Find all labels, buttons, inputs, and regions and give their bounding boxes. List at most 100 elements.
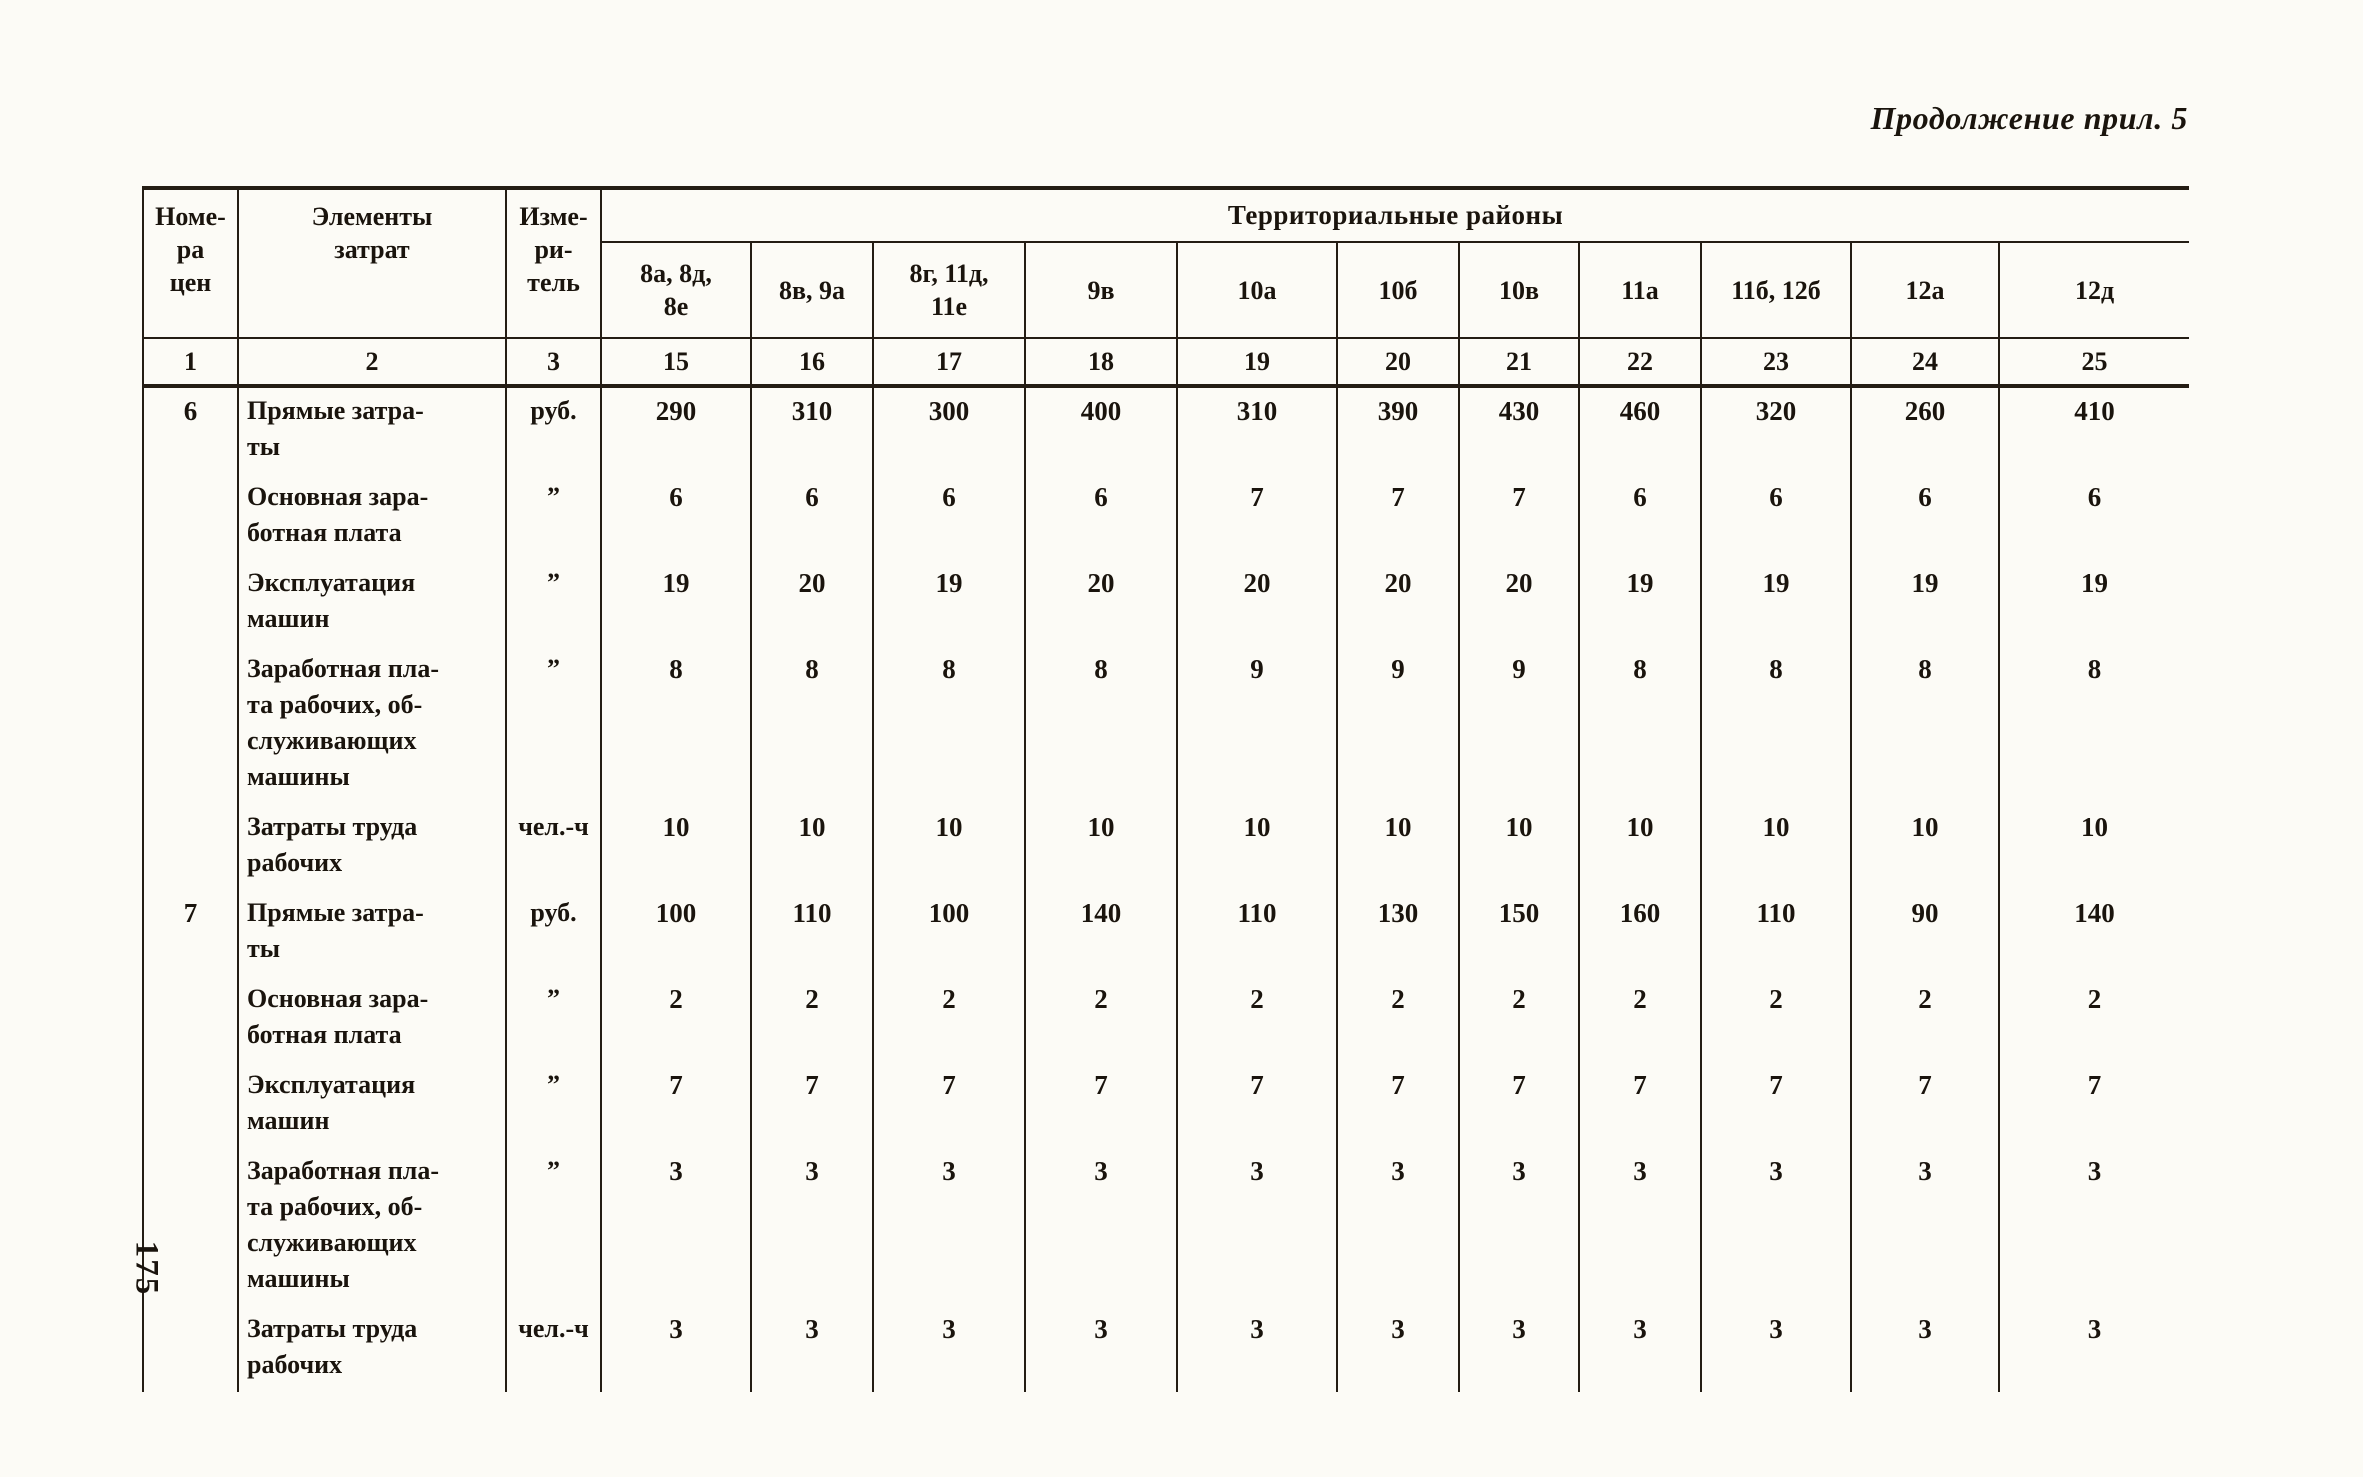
value-cell: 8 xyxy=(1850,646,2000,804)
value-cell: 3 xyxy=(600,1306,752,1392)
district-col-header: 10в xyxy=(1458,242,1580,339)
value-cell: 10 xyxy=(600,804,752,890)
value-cell: 10 xyxy=(1458,804,1580,890)
value-cell: 3 xyxy=(1336,1148,1460,1306)
value-cell: 7 xyxy=(1336,1062,1460,1148)
header-territorial-districts: Территориальные районы xyxy=(599,188,2190,243)
value-cell: 2 xyxy=(872,976,1026,1062)
value-cell: 8 xyxy=(1578,646,1702,804)
table-row: Основная зара- ботная плата” 6 6 6 6 7 7 7 6 6 6 6 xyxy=(142,474,2190,560)
page-number: 175 xyxy=(128,1240,165,1297)
cost-element-cell: Затраты труда рабочих xyxy=(237,1306,507,1392)
table-row: 7 Прямые затра- ты руб. 100 110 100 140 110 130 1… xyxy=(142,890,2190,976)
column-index: 21 xyxy=(1458,338,1580,388)
value-cell: 2 xyxy=(1850,976,2000,1062)
value-cell: 20 xyxy=(1458,560,1580,646)
value-cell: 19 xyxy=(1850,560,2000,646)
value-cell: 19 xyxy=(872,560,1026,646)
unit-cell: ” xyxy=(505,474,602,560)
value-cell: 2 xyxy=(1578,976,1702,1062)
value-cell: 7 xyxy=(1024,1062,1178,1148)
value-cell: 390 xyxy=(1336,386,1460,474)
value-cell: 8 xyxy=(750,646,874,804)
value-cell: 430 xyxy=(1458,386,1580,474)
cost-element-cell: Основная зара- ботная плата xyxy=(237,976,507,1062)
table-body: 6 Прямые затра- ты руб. 290 310 300 400 310 390 4… xyxy=(142,386,2190,1392)
value-cell: 3 xyxy=(872,1148,1026,1306)
price-number-cell xyxy=(142,1306,239,1392)
value-cell: 3 xyxy=(1850,1148,2000,1306)
unit-cell: чел.-ч xyxy=(505,1306,602,1392)
value-cell: 20 xyxy=(1176,560,1338,646)
unit-cell: ” xyxy=(505,1148,602,1306)
district-col-header: 8в, 9а xyxy=(750,242,874,339)
value-cell: 2 xyxy=(1458,976,1580,1062)
value-cell: 7 xyxy=(600,1062,752,1148)
value-cell: 110 xyxy=(1700,890,1852,976)
value-cell: 3 xyxy=(1176,1306,1338,1392)
value-cell: 10 xyxy=(750,804,874,890)
value-cell: 110 xyxy=(1176,890,1338,976)
column-index: 15 xyxy=(600,338,752,388)
value-cell: 7 xyxy=(1336,474,1460,560)
value-cell: 3 xyxy=(1997,1306,2190,1392)
value-cell: 7 xyxy=(1850,1062,2000,1148)
value-cell: 8 xyxy=(1024,646,1178,804)
value-cell: 19 xyxy=(1578,560,1702,646)
header-cost-elements: Элементы затрат xyxy=(237,188,507,339)
value-cell: 10 xyxy=(1700,804,1852,890)
header-price-numbers: Номе- ра цен xyxy=(142,188,239,339)
value-cell: 20 xyxy=(1024,560,1178,646)
cost-element-cell: Заработная пла- та рабочих, об- служиваю… xyxy=(237,646,507,804)
unit-cell: ” xyxy=(505,976,602,1062)
unit-cell: руб. xyxy=(505,890,602,976)
value-cell: 10 xyxy=(1336,804,1460,890)
column-index: 3 xyxy=(505,338,602,388)
header-row-column-indices: 1 2 3 15 16 17 18 19 20 21 22 23 24 25 xyxy=(142,338,2190,388)
cost-element-cell: Эксплуатация машин xyxy=(237,1062,507,1148)
value-cell: 8 xyxy=(1997,646,2190,804)
value-cell: 19 xyxy=(1700,560,1852,646)
column-index: 19 xyxy=(1176,338,1338,388)
value-cell: 7 xyxy=(1997,1062,2190,1148)
value-cell: 6 xyxy=(600,474,752,560)
continuation-caption: Продолжение прил. 5 xyxy=(1870,100,2188,136)
table-header: Номе- ра цен Элементы затрат Изме- ри- т… xyxy=(142,188,2190,388)
value-cell: 10 xyxy=(872,804,1026,890)
header-unit-of-measure: Изме- ри- тель xyxy=(505,188,602,339)
header-row-districts: 8а, 8д, 8е 8в, 9а 8г, 11д, 11е 9в 10а 10б 10в 1… xyxy=(143,242,2190,339)
cost-table: Номе- ра цен Элементы затрат Изме- ри- т… xyxy=(142,186,2190,1392)
value-cell: 310 xyxy=(1176,386,1338,474)
column-index: 18 xyxy=(1024,338,1178,388)
value-cell: 19 xyxy=(600,560,752,646)
table-row: Эксплуатация машин” 7 7 7 7 7 7 7 7 7 7 7 xyxy=(142,1062,2190,1148)
value-cell: 20 xyxy=(1336,560,1460,646)
value-cell: 3 xyxy=(1024,1148,1178,1306)
district-col-header: 8г, 11д, 11е xyxy=(872,242,1026,339)
value-cell: 7 xyxy=(1176,474,1338,560)
value-cell: 140 xyxy=(1997,890,2190,976)
value-cell: 6 xyxy=(1850,474,2000,560)
value-cell: 6 xyxy=(1578,474,1702,560)
value-cell: 10 xyxy=(1024,804,1178,890)
value-cell: 460 xyxy=(1578,386,1702,474)
value-cell: 9 xyxy=(1176,646,1338,804)
value-cell: 9 xyxy=(1458,646,1580,804)
value-cell: 3 xyxy=(872,1306,1026,1392)
value-cell: 2 xyxy=(750,976,874,1062)
value-cell: 150 xyxy=(1458,890,1580,976)
value-cell: 140 xyxy=(1024,890,1178,976)
district-col-header: 11б, 12б xyxy=(1700,242,1852,339)
value-cell: 6 xyxy=(750,474,874,560)
value-cell: 2 xyxy=(1700,976,1852,1062)
column-index: 23 xyxy=(1700,338,1852,388)
value-cell: 20 xyxy=(750,560,874,646)
value-cell: 3 xyxy=(1336,1306,1460,1392)
price-number-cell xyxy=(142,1062,239,1148)
table-row: Затраты труда рабочих чел.-ч 10 10 10 10 10 10 1… xyxy=(142,804,2190,890)
value-cell: 3 xyxy=(1997,1148,2190,1306)
value-cell: 10 xyxy=(1176,804,1338,890)
district-col-header: 8а, 8д, 8е xyxy=(600,242,752,339)
value-cell: 2 xyxy=(1024,976,1178,1062)
